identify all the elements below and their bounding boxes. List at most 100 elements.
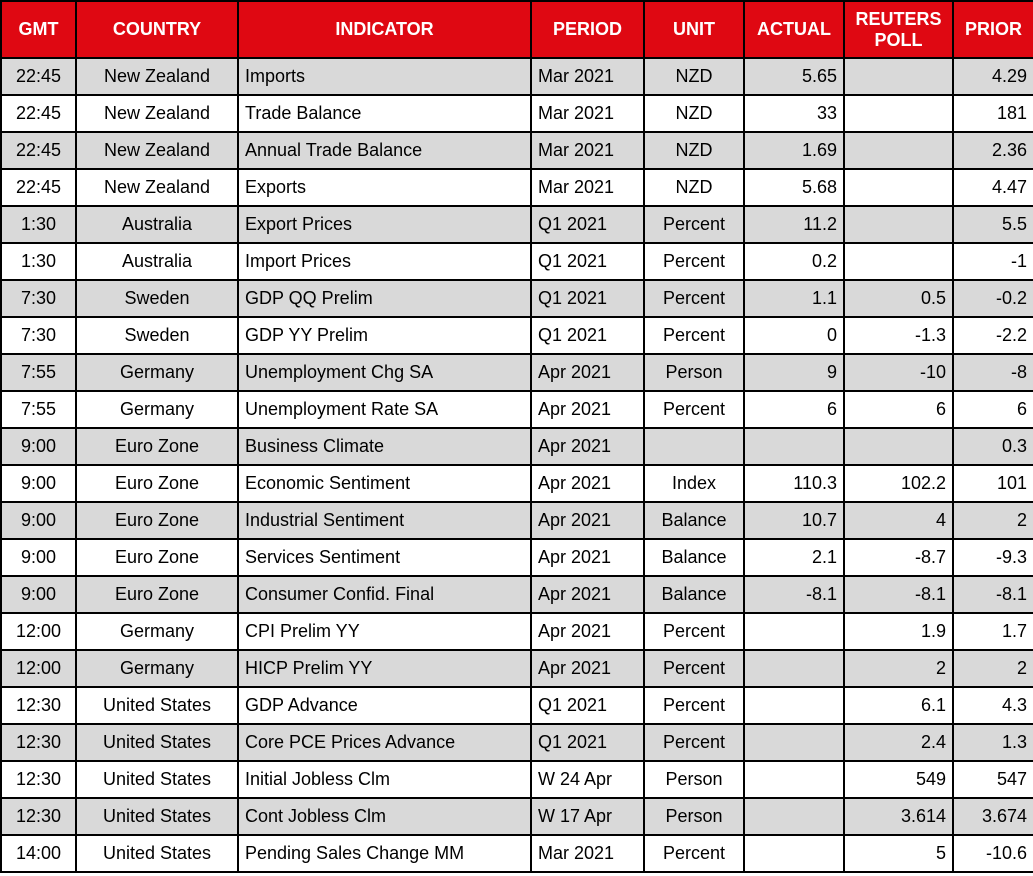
gmt-cell: 12:30 xyxy=(0,797,77,836)
indicator-cell: Import Prices xyxy=(237,242,532,281)
table-body: 22:45 New Zealand Imports Mar 2021 NZD 5… xyxy=(0,57,1033,873)
actual-cell: 1.69 xyxy=(743,131,845,170)
period-cell: Mar 2021 xyxy=(530,168,645,207)
prior-cell: 3.674 xyxy=(952,797,1033,836)
period-cell: Apr 2021 xyxy=(530,390,645,429)
country-cell: United States xyxy=(75,834,239,873)
prior-cell: 547 xyxy=(952,760,1033,799)
period-cell: Apr 2021 xyxy=(530,612,645,651)
gmt-cell: 7:30 xyxy=(0,316,77,355)
header-actual: ACTUAL xyxy=(743,0,845,59)
indicator-cell: Services Sentiment xyxy=(237,538,532,577)
country-cell: United States xyxy=(75,797,239,836)
prior-cell: 1.3 xyxy=(952,723,1033,762)
actual-cell xyxy=(743,834,845,873)
indicator-cell: Unemployment Rate SA xyxy=(237,390,532,429)
actual-cell xyxy=(743,797,845,836)
actual-cell: 2.1 xyxy=(743,538,845,577)
actual-cell: 1.1 xyxy=(743,279,845,318)
prior-cell: 6 xyxy=(952,390,1033,429)
period-cell: Apr 2021 xyxy=(530,353,645,392)
table-row: 9:00 Euro Zone Business Climate Apr 2021… xyxy=(0,427,1033,466)
gmt-cell: 12:30 xyxy=(0,686,77,725)
gmt-cell: 12:00 xyxy=(0,649,77,688)
unit-cell: Percent xyxy=(643,390,745,429)
gmt-cell: 1:30 xyxy=(0,242,77,281)
period-cell: Q1 2021 xyxy=(530,686,645,725)
table-row: 7:30 Sweden GDP QQ Prelim Q1 2021 Percen… xyxy=(0,279,1033,318)
reuters-poll-cell: 6.1 xyxy=(843,686,954,725)
table-row: 9:00 Euro Zone Economic Sentiment Apr 20… xyxy=(0,464,1033,503)
actual-cell xyxy=(743,427,845,466)
country-cell: Australia xyxy=(75,242,239,281)
period-cell: Apr 2021 xyxy=(530,464,645,503)
period-cell: W 17 Apr xyxy=(530,797,645,836)
header-gmt: GMT xyxy=(0,0,77,59)
prior-cell: 101 xyxy=(952,464,1033,503)
gmt-cell: 9:00 xyxy=(0,538,77,577)
indicator-cell: GDP Advance xyxy=(237,686,532,725)
gmt-cell: 14:00 xyxy=(0,834,77,873)
actual-cell: 9 xyxy=(743,353,845,392)
indicator-cell: Exports xyxy=(237,168,532,207)
gmt-cell: 7:55 xyxy=(0,353,77,392)
reuters-poll-cell xyxy=(843,242,954,281)
unit-cell: Percent xyxy=(643,649,745,688)
actual-cell: 0 xyxy=(743,316,845,355)
reuters-poll-cell: 5 xyxy=(843,834,954,873)
header-country: COUNTRY xyxy=(75,0,239,59)
reuters-poll-cell: 102.2 xyxy=(843,464,954,503)
indicator-cell: Consumer Confid. Final xyxy=(237,575,532,614)
prior-cell: 2 xyxy=(952,501,1033,540)
prior-cell: 0.3 xyxy=(952,427,1033,466)
table-row: 7:55 Germany Unemployment Rate SA Apr 20… xyxy=(0,390,1033,429)
prior-cell: 4.47 xyxy=(952,168,1033,207)
gmt-cell: 12:30 xyxy=(0,723,77,762)
indicator-cell: Cont Jobless Clm xyxy=(237,797,532,836)
unit-cell: Percent xyxy=(643,723,745,762)
reuters-poll-cell xyxy=(843,131,954,170)
reuters-poll-cell xyxy=(843,168,954,207)
period-cell: Q1 2021 xyxy=(530,316,645,355)
header-reuters-poll-line1: REUTERS xyxy=(855,8,942,29)
prior-cell: 5.5 xyxy=(952,205,1033,244)
table-row: 12:30 United States Cont Jobless Clm W 1… xyxy=(0,797,1033,836)
gmt-cell: 9:00 xyxy=(0,427,77,466)
country-cell: Australia xyxy=(75,205,239,244)
unit-cell: Index xyxy=(643,464,745,503)
period-cell: W 24 Apr xyxy=(530,760,645,799)
prior-cell: 4.3 xyxy=(952,686,1033,725)
header-unit: UNIT xyxy=(643,0,745,59)
header-row: GMT COUNTRY INDICATOR PERIOD UNIT ACTUAL… xyxy=(0,0,1033,59)
indicator-cell: Industrial Sentiment xyxy=(237,501,532,540)
gmt-cell: 9:00 xyxy=(0,501,77,540)
actual-cell: 10.7 xyxy=(743,501,845,540)
prior-cell: 2 xyxy=(952,649,1033,688)
indicator-cell: Economic Sentiment xyxy=(237,464,532,503)
period-cell: Mar 2021 xyxy=(530,57,645,96)
unit-cell: NZD xyxy=(643,94,745,133)
indicator-cell: CPI Prelim YY xyxy=(237,612,532,651)
indicator-cell: Business Climate xyxy=(237,427,532,466)
country-cell: New Zealand xyxy=(75,131,239,170)
header-reuters-poll: REUTERS POLL xyxy=(843,0,954,59)
unit-cell: Balance xyxy=(643,538,745,577)
period-cell: Mar 2021 xyxy=(530,94,645,133)
prior-cell: -2.2 xyxy=(952,316,1033,355)
gmt-cell: 7:30 xyxy=(0,279,77,318)
country-cell: Germany xyxy=(75,390,239,429)
prior-cell: -8.1 xyxy=(952,575,1033,614)
table-row: 9:00 Euro Zone Industrial Sentiment Apr … xyxy=(0,501,1033,540)
country-cell: United States xyxy=(75,760,239,799)
country-cell: New Zealand xyxy=(75,57,239,96)
gmt-cell: 22:45 xyxy=(0,168,77,207)
table-row: 1:30 Australia Import Prices Q1 2021 Per… xyxy=(0,242,1033,281)
indicator-cell: GDP QQ Prelim xyxy=(237,279,532,318)
period-cell: Mar 2021 xyxy=(530,834,645,873)
reuters-poll-cell: 549 xyxy=(843,760,954,799)
prior-cell: -9.3 xyxy=(952,538,1033,577)
actual-cell: 11.2 xyxy=(743,205,845,244)
reuters-poll-cell: -10 xyxy=(843,353,954,392)
table-row: 7:55 Germany Unemployment Chg SA Apr 202… xyxy=(0,353,1033,392)
